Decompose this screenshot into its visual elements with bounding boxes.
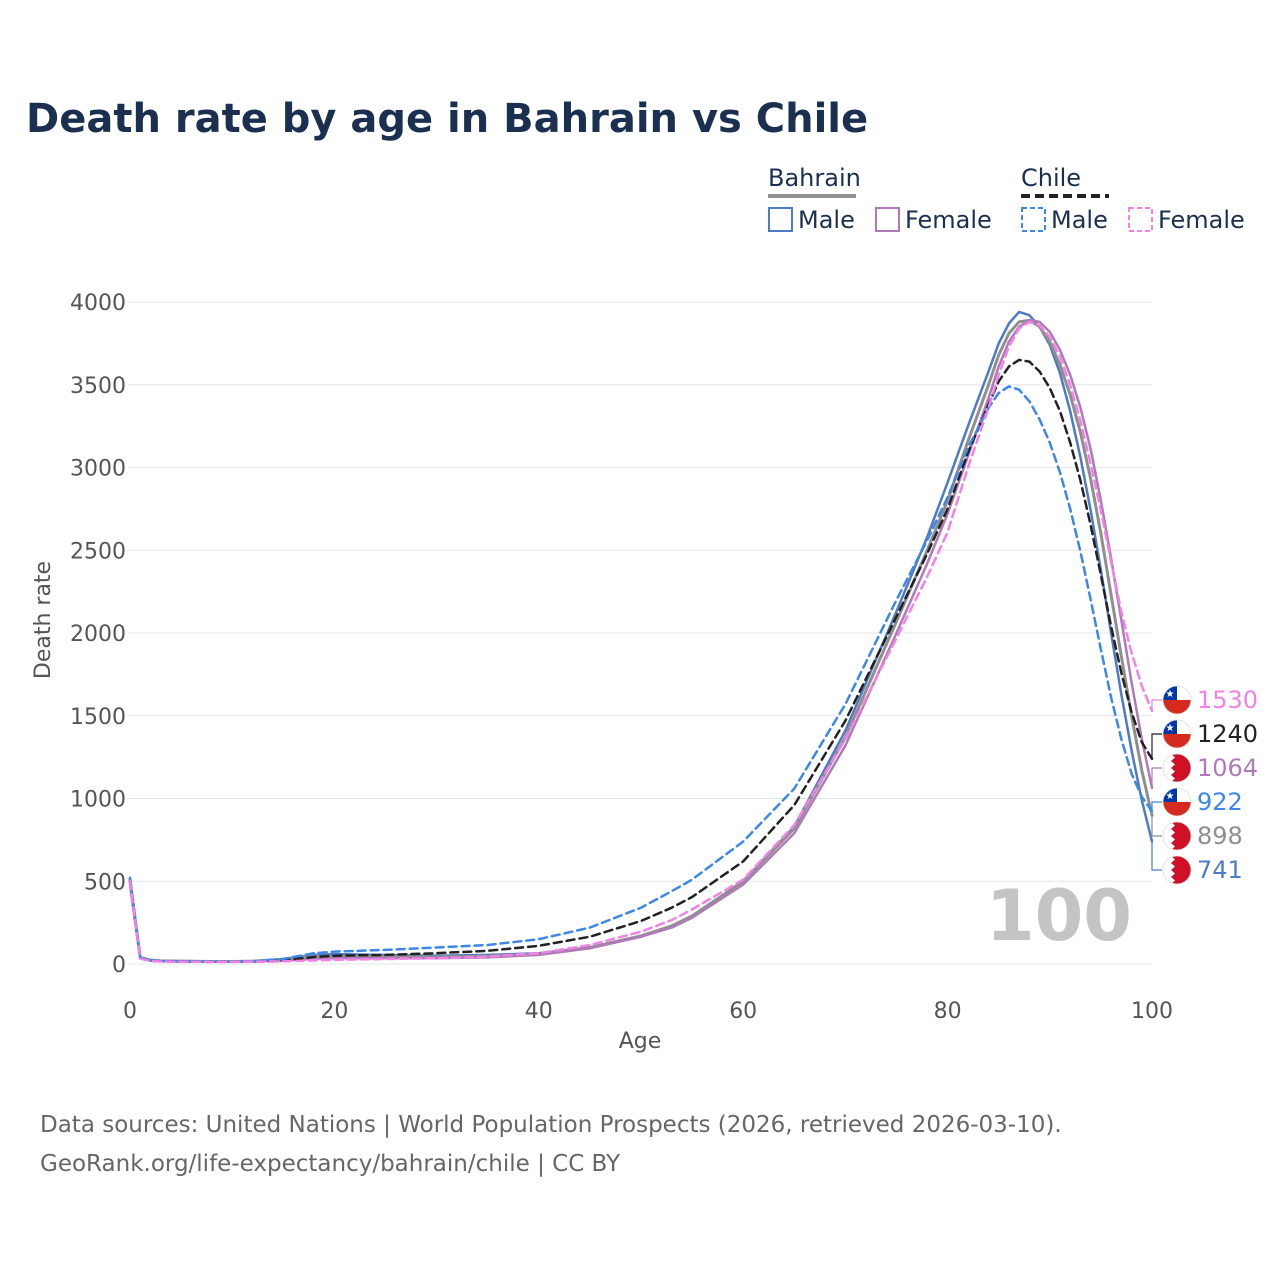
svg-text:★: ★ <box>1166 723 1175 734</box>
x-tick-label: 60 <box>729 999 757 1024</box>
series-line-bahrain <box>128 318 1154 963</box>
end-value-label: 922 <box>1197 788 1243 816</box>
bahrain-flag-icon <box>1162 821 1192 851</box>
y-axis-label: Death rate <box>31 561 56 679</box>
legend-swatch <box>1021 207 1046 232</box>
chile-flag-icon: ★ <box>1162 719 1192 749</box>
footer-attribution: GeoRank.org/life-expectancy/bahrain/chil… <box>40 1151 621 1177</box>
end-label-connector <box>1151 699 1162 711</box>
legend-label: Male <box>798 206 855 234</box>
svg-text:★: ★ <box>1166 791 1175 802</box>
chart-title: Death rate by age in Bahrain vs Chile <box>26 96 868 142</box>
bahrain-flag-icon <box>1162 753 1192 783</box>
y-tick-label: 3000 <box>70 457 126 482</box>
series-line-bahrain-male <box>128 310 1154 963</box>
end-label-connector <box>1151 801 1162 812</box>
end-value-label: 1530 <box>1197 686 1258 714</box>
end-label-connector <box>1151 841 1162 871</box>
x-tick-label: 40 <box>525 999 553 1024</box>
end-value-label: 741 <box>1197 856 1243 884</box>
x-tick-label: 80 <box>934 999 962 1024</box>
y-axis-ticks: 0 500 1000 1500 2000 2500 3000 3500 4000 <box>70 291 126 978</box>
y-tick-label: 500 <box>84 870 126 895</box>
series-line-bahrain-female <box>128 318 1154 963</box>
end-label-connector <box>1151 767 1162 788</box>
end-value-label: 1240 <box>1197 720 1258 748</box>
legend-label: Female <box>1158 206 1245 234</box>
footer-sources: Data sources: United Nations | World Pop… <box>40 1112 1062 1138</box>
y-tick-label: 2000 <box>70 622 126 647</box>
legend-group-chile: Chile <box>1021 164 1081 192</box>
chile-flag-icon: ★ <box>1162 787 1192 817</box>
chile-flag-icon: ★ <box>1162 685 1192 715</box>
y-tick-label: 2500 <box>70 539 126 564</box>
series-lines <box>128 310 1154 964</box>
y-tick-label: 0 <box>112 953 126 978</box>
legend-label: Female <box>905 206 992 234</box>
legend-group-bahrain: Bahrain <box>768 164 861 192</box>
x-tick-label: 0 <box>123 999 137 1024</box>
end-label-connector <box>1151 733 1162 759</box>
x-axis-label: Age <box>619 1029 662 1054</box>
x-tick-label: 20 <box>320 999 348 1024</box>
legend-label: Male <box>1051 206 1108 234</box>
end-value-label: 898 <box>1197 822 1243 850</box>
legend-swatch <box>875 207 900 232</box>
legend-swatch <box>1128 207 1153 232</box>
grid <box>128 301 1152 965</box>
legend: Bahrain Male Female Chile Male Female <box>768 164 1245 234</box>
y-tick-label: 1500 <box>70 705 126 730</box>
y-tick-label: 1000 <box>70 788 126 813</box>
bahrain-flag-icon <box>1162 855 1192 885</box>
series-line-chile <box>128 358 1154 964</box>
x-tick-label: 100 <box>1131 999 1173 1024</box>
end-labels: ★ 1530 ★ 1240 1064 ★ 922 898 741 <box>1151 685 1258 885</box>
series-line-chile-female <box>128 320 1154 964</box>
watermark: 100 <box>986 875 1132 957</box>
y-tick-label: 4000 <box>70 291 126 316</box>
legend-swatch <box>768 207 793 232</box>
x-axis-ticks: 0 20 40 60 80 100 <box>123 999 1173 1024</box>
svg-text:★: ★ <box>1166 689 1175 700</box>
y-tick-label: 3500 <box>70 374 126 399</box>
end-value-label: 1064 <box>1197 754 1258 782</box>
end-label-connector <box>1151 815 1162 837</box>
